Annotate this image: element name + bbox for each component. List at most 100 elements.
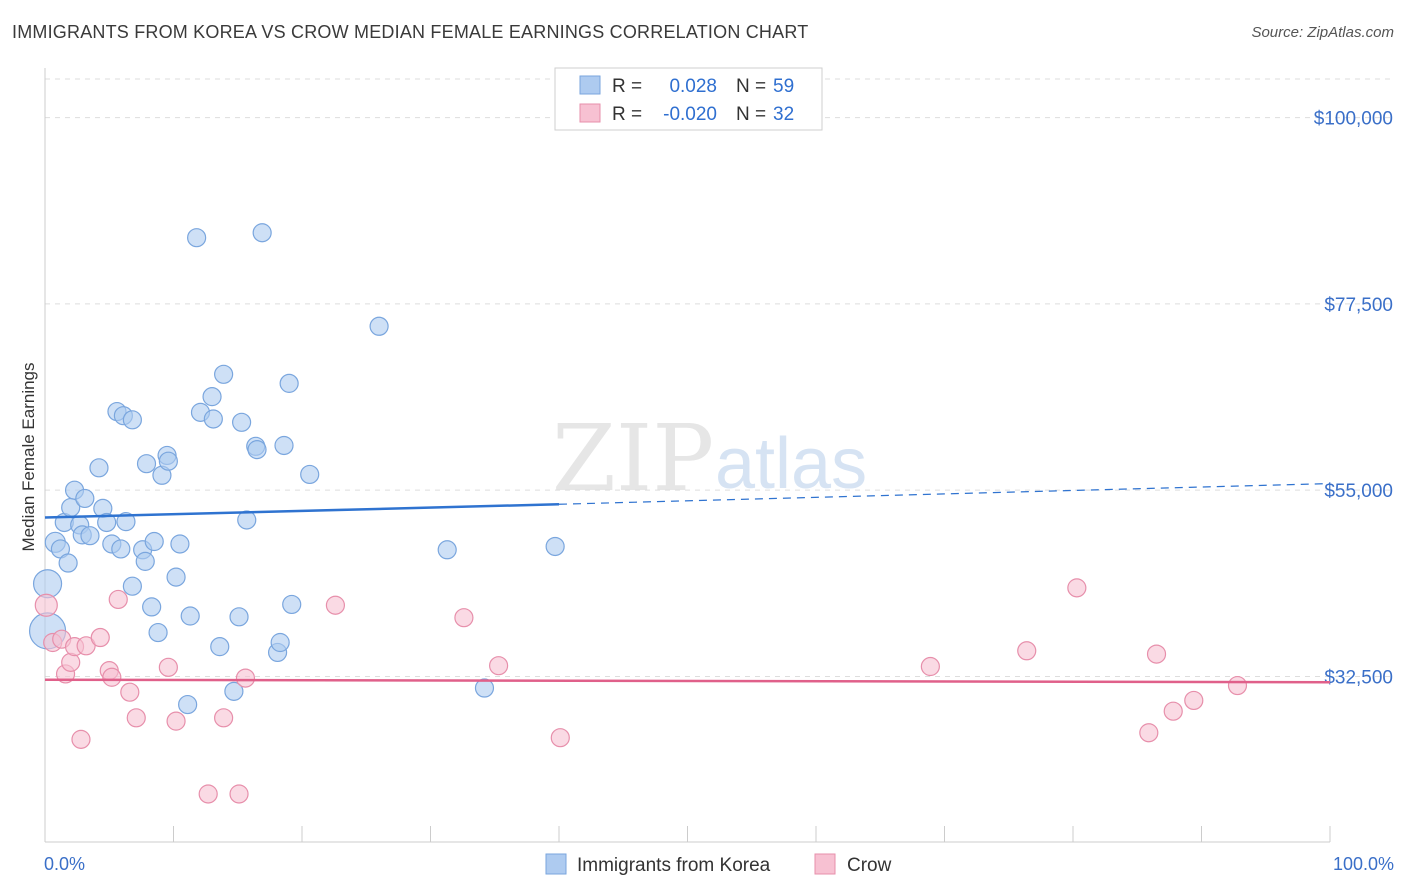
bottom-legend-label-blue: Immigrants from Korea — [577, 855, 771, 876]
data-point — [210, 637, 230, 657]
data-point — [279, 373, 299, 393]
data-point — [187, 228, 207, 248]
data-point — [32, 569, 63, 599]
legend-r-label-1: R = — [612, 76, 642, 97]
series-immigrants-from-korea — [28, 223, 565, 715]
chart-title: IMMIGRANTS FROM KOREA VS CROW MEDIAN FEM… — [12, 22, 809, 42]
legend-n-value-1: 59 — [773, 76, 794, 97]
data-point — [170, 534, 190, 554]
data-point — [235, 668, 256, 688]
watermark-atlas: atlas — [715, 424, 867, 504]
y-axis-label: Median Female Earnings — [19, 363, 38, 552]
legend-n-value-2: 32 — [773, 104, 794, 125]
bottom-legend-swatch-blue — [545, 853, 567, 875]
data-point — [489, 656, 509, 676]
watermark-zip: ZIP — [552, 405, 714, 512]
data-point — [120, 682, 140, 702]
watermark: ZIP atlas — [552, 405, 867, 512]
data-point — [89, 458, 109, 478]
data-point — [202, 387, 222, 407]
data-point — [1017, 641, 1037, 661]
data-point — [214, 364, 234, 384]
y-tick-label: $55,000 — [1324, 481, 1393, 502]
data-point — [325, 595, 346, 615]
legend-n-label-1: N = — [736, 76, 766, 97]
data-point — [111, 539, 131, 559]
legend-swatch-pink — [579, 103, 601, 123]
data-point — [90, 627, 110, 648]
grid-lines — [45, 78, 1395, 677]
data-point — [920, 656, 940, 677]
correlation-legend: R = 0.028 N = 59 R = -0.020 N = 32 — [554, 67, 823, 131]
data-point — [142, 597, 162, 617]
data-point — [203, 409, 223, 429]
data-point — [71, 729, 91, 749]
data-point — [252, 223, 272, 243]
data-point — [454, 608, 474, 628]
data-point — [232, 412, 252, 432]
data-point — [1184, 690, 1204, 711]
legend-r-value-1: 0.028 — [669, 76, 717, 97]
data-point — [166, 711, 186, 731]
data-point — [75, 488, 95, 509]
legend-r-value-2: -0.020 — [663, 104, 717, 125]
data-point — [80, 526, 100, 546]
x-axis-ticks — [44, 826, 1331, 842]
data-point — [300, 464, 320, 485]
data-point — [158, 657, 178, 677]
data-point — [122, 576, 142, 596]
data-point — [474, 678, 495, 698]
data-point — [180, 606, 200, 626]
legend-n-label-2: N = — [736, 104, 766, 125]
data-point — [61, 652, 81, 672]
data-point — [116, 512, 136, 532]
data-point — [97, 512, 117, 533]
data-point — [1146, 644, 1167, 664]
y-tick-label: $77,500 — [1324, 295, 1393, 316]
data-point — [224, 681, 244, 701]
legend-r-label-2: R = — [612, 104, 642, 125]
data-point — [1067, 578, 1087, 598]
data-point — [158, 451, 178, 471]
data-point — [274, 435, 294, 456]
data-point — [58, 553, 78, 573]
data-point — [550, 728, 570, 748]
trend-line-crow — [44, 678, 1331, 684]
bottom-legend-label-pink: Crow — [847, 855, 892, 876]
data-point — [1139, 723, 1159, 743]
data-point — [270, 632, 290, 653]
data-point — [437, 540, 457, 560]
trend-line-korea — [44, 503, 560, 519]
data-point — [136, 454, 157, 474]
data-point — [282, 594, 302, 615]
y-tick-label: $100,000 — [1314, 109, 1393, 130]
trend-line-korea-extension — [558, 482, 1331, 505]
data-point — [166, 567, 186, 587]
data-point — [545, 536, 565, 557]
data-point — [34, 593, 58, 617]
data-point — [76, 636, 96, 656]
data-point — [122, 410, 142, 430]
data-point — [247, 440, 267, 460]
data-point — [1163, 701, 1183, 721]
data-point — [229, 607, 249, 627]
y-axis-tick-labels: $32,500 $55,000 $77,500 $100,000 — [1314, 109, 1393, 689]
data-point — [214, 708, 234, 728]
data-point — [237, 510, 257, 530]
y-tick-label: $32,500 — [1324, 667, 1393, 688]
data-point — [369, 316, 389, 336]
series-crow — [34, 578, 1248, 804]
data-point — [148, 622, 168, 643]
bottom-legend-swatch-pink — [814, 853, 836, 875]
data-point — [102, 667, 122, 687]
x-tick-label-min: 0.0% — [44, 854, 85, 874]
data-point — [135, 551, 155, 571]
trend-lines — [44, 482, 1331, 684]
data-point — [1227, 675, 1248, 696]
x-tick-label-max: 100.0% — [1333, 854, 1394, 874]
legend-swatch-blue — [579, 75, 601, 95]
series-legend: Immigrants from Korea Crow — [545, 853, 892, 876]
data-point — [229, 784, 249, 804]
data-point — [126, 708, 146, 728]
